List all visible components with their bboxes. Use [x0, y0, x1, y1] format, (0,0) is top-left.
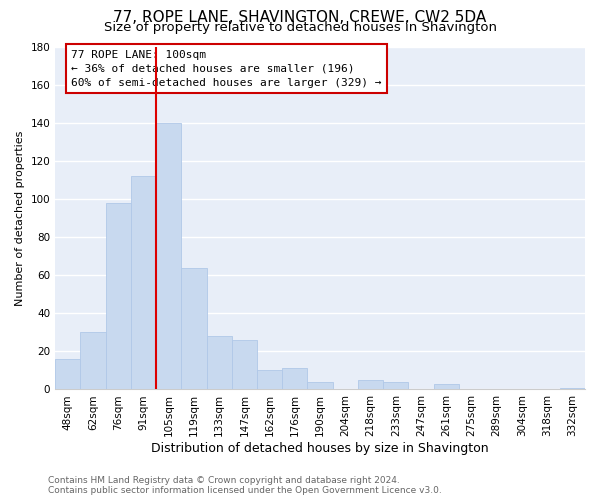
Text: 77, ROPE LANE, SHAVINGTON, CREWE, CW2 5DA: 77, ROPE LANE, SHAVINGTON, CREWE, CW2 5D…	[113, 10, 487, 25]
Bar	[232, 340, 257, 390]
Bar	[206, 336, 232, 390]
Bar	[106, 202, 131, 390]
Bar	[55, 359, 80, 390]
Text: 77 ROPE LANE: 100sqm
← 36% of detached houses are smaller (196)
60% of semi-deta: 77 ROPE LANE: 100sqm ← 36% of detached h…	[71, 50, 382, 88]
Bar	[156, 122, 181, 390]
Bar	[257, 370, 282, 390]
Bar	[181, 268, 206, 390]
Bar	[282, 368, 307, 390]
Text: Size of property relative to detached houses in Shavington: Size of property relative to detached ho…	[104, 21, 497, 34]
Bar	[80, 332, 106, 390]
Text: Contains HM Land Registry data © Crown copyright and database right 2024.: Contains HM Land Registry data © Crown c…	[48, 476, 400, 485]
Bar	[434, 384, 459, 390]
X-axis label: Distribution of detached houses by size in Shavington: Distribution of detached houses by size …	[151, 442, 489, 455]
Bar	[131, 176, 156, 390]
Bar	[383, 382, 409, 390]
Bar	[307, 382, 332, 390]
Y-axis label: Number of detached properties: Number of detached properties	[15, 130, 25, 306]
Bar	[560, 388, 585, 390]
Text: Contains public sector information licensed under the Open Government Licence v3: Contains public sector information licen…	[48, 486, 442, 495]
Bar	[358, 380, 383, 390]
